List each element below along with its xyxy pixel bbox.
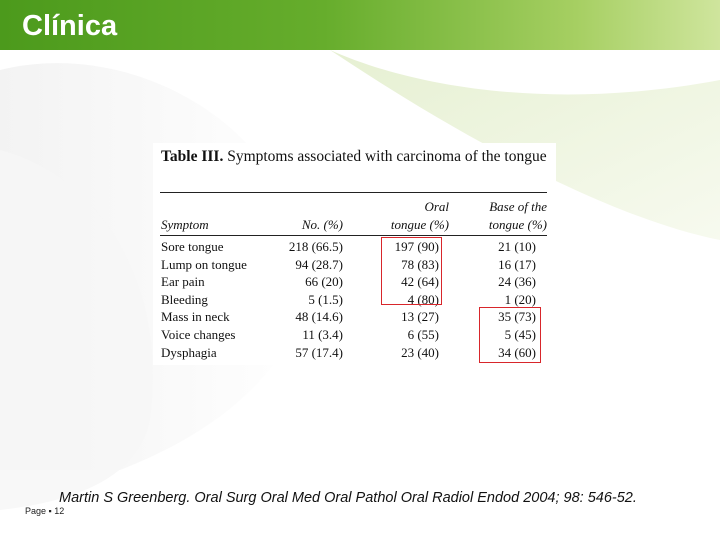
cell-base-tongue: 34 (60) bbox=[498, 344, 536, 360]
slide-title: Clínica bbox=[22, 10, 118, 42]
page-number-value: 12 bbox=[54, 506, 65, 516]
header-oral-line1: Oral bbox=[424, 199, 449, 214]
header-base-line2: tongue (%) bbox=[488, 217, 547, 232]
header-oral-line2: tongue (%) bbox=[390, 217, 449, 232]
page-number: Page ▪ 12 bbox=[25, 506, 64, 516]
citation-text: Martin S Greenberg. Oral Surg Oral Med O… bbox=[59, 490, 637, 506]
cell-no: 57 (17.4) bbox=[295, 344, 343, 360]
cell-oral-tongue: 6 (55) bbox=[407, 327, 439, 342]
cell-symptom: Bleeding bbox=[161, 291, 208, 307]
symptoms-table-figure: Table III. Symptoms associated with carc… bbox=[153, 143, 556, 365]
page-separator: ▪ bbox=[48, 506, 52, 516]
cell-symptom: Mass in neck bbox=[161, 309, 230, 325]
cell-no: 11 (3.4) bbox=[302, 327, 343, 342]
cell-oral-tongue: 4 (80) bbox=[407, 291, 439, 307]
cell-symptom: Ear pain bbox=[161, 274, 205, 290]
cell-symptom: Lump on tongue bbox=[161, 256, 247, 272]
cell-oral-tongue: 197 (90) bbox=[394, 239, 439, 254]
page-label: Page bbox=[25, 506, 47, 516]
cell-base-tongue: 24 (36) bbox=[498, 274, 536, 290]
table-caption-label: Table III. bbox=[161, 148, 224, 165]
cell-base-tongue: 1 (20) bbox=[504, 291, 536, 307]
highlight-box-oral-tongue bbox=[381, 237, 442, 305]
table-caption-text: Symptoms associated with carcinoma of th… bbox=[227, 148, 547, 165]
cell-no: 94 (28.7) bbox=[295, 256, 343, 272]
table-top-rule bbox=[160, 192, 547, 193]
table-header-rule bbox=[160, 235, 547, 236]
cell-no: 66 (20) bbox=[305, 274, 343, 290]
cell-symptom: Sore tongue bbox=[161, 239, 224, 254]
header-base-line1: Base of the bbox=[489, 199, 547, 214]
cell-base-tongue: 5 (45) bbox=[504, 327, 536, 342]
cell-symptom: Voice changes bbox=[161, 327, 236, 342]
cell-no: 5 (1.5) bbox=[308, 291, 343, 307]
cell-base-tongue: 21 (10) bbox=[498, 239, 536, 254]
title-bar bbox=[0, 0, 720, 50]
table-caption: Table III. Symptoms associated with carc… bbox=[161, 147, 553, 167]
header-symptom: Symptom bbox=[161, 217, 209, 232]
cell-base-tongue: 35 (73) bbox=[498, 309, 536, 325]
cell-oral-tongue: 42 (64) bbox=[401, 274, 439, 290]
cell-base-tongue: 16 (17) bbox=[498, 256, 536, 272]
header-no: No. (%) bbox=[301, 217, 343, 232]
cell-oral-tongue: 13 (27) bbox=[401, 309, 439, 325]
cell-oral-tongue: 23 (40) bbox=[401, 344, 439, 360]
cell-no: 218 (66.5) bbox=[288, 239, 343, 254]
cell-oral-tongue: 78 (83) bbox=[401, 256, 439, 272]
cell-symptom: Dysphagia bbox=[161, 344, 217, 360]
highlight-box-base-tongue bbox=[479, 307, 541, 363]
cell-no: 48 (14.6) bbox=[295, 309, 343, 325]
